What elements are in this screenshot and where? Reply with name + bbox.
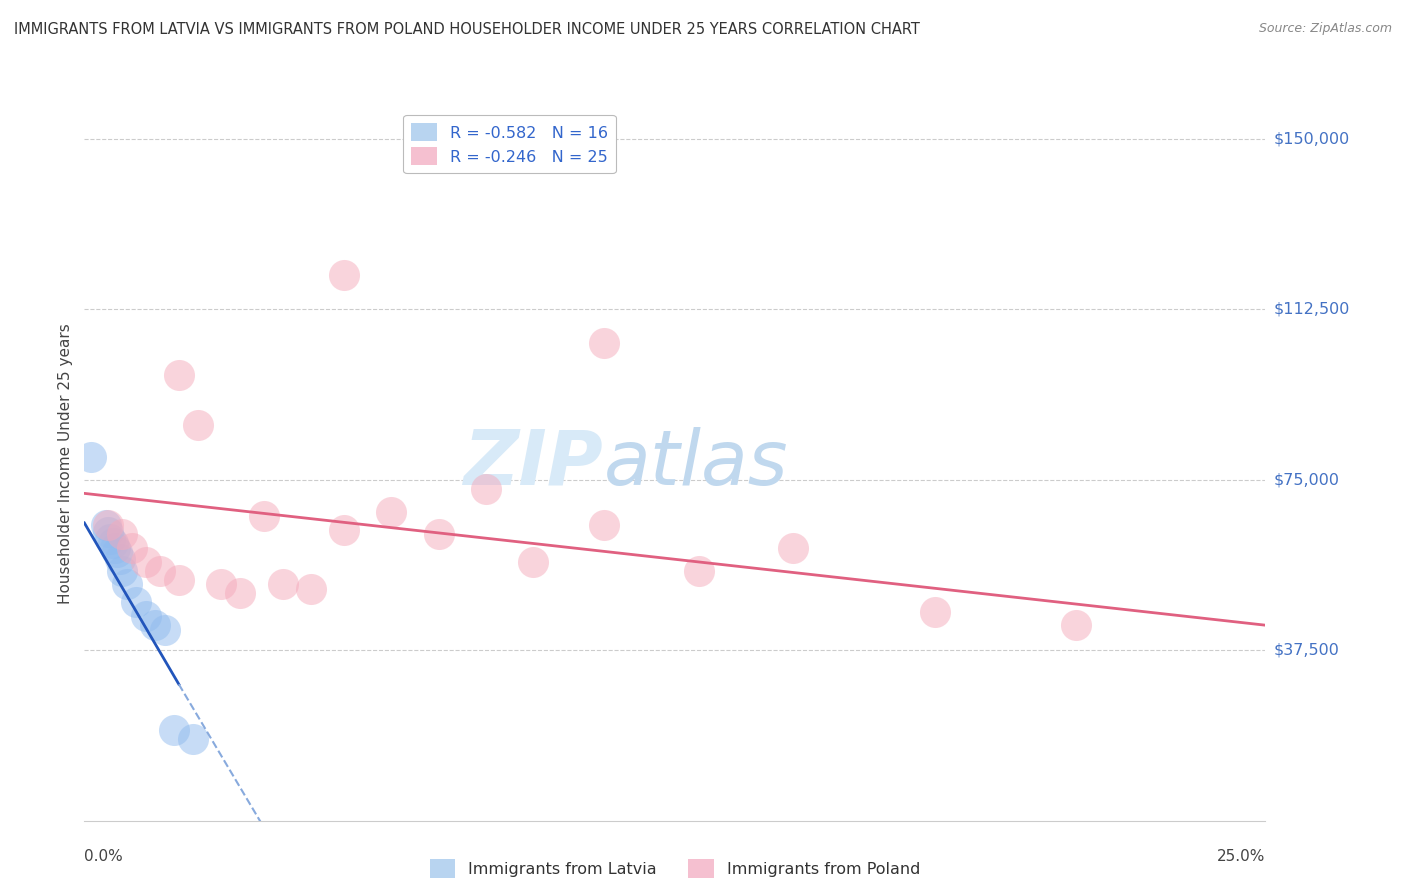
Point bbox=[135, 555, 157, 569]
Point bbox=[149, 564, 172, 578]
Point bbox=[299, 582, 322, 596]
Point bbox=[121, 541, 143, 555]
Legend: Immigrants from Latvia, Immigrants from Poland: Immigrants from Latvia, Immigrants from … bbox=[423, 853, 927, 884]
Point bbox=[125, 595, 148, 609]
Text: 25.0%: 25.0% bbox=[1218, 849, 1265, 864]
Text: $37,500: $37,500 bbox=[1274, 643, 1340, 657]
Point bbox=[115, 577, 138, 591]
Point bbox=[187, 418, 209, 433]
Text: $75,000: $75,000 bbox=[1274, 472, 1340, 487]
Point bbox=[97, 524, 120, 539]
Point bbox=[80, 450, 103, 464]
Text: $112,500: $112,500 bbox=[1274, 301, 1350, 317]
Text: 0.0%: 0.0% bbox=[84, 849, 124, 864]
Point bbox=[271, 577, 294, 591]
Point bbox=[522, 555, 544, 569]
Point bbox=[333, 523, 356, 537]
Point bbox=[181, 731, 204, 746]
Text: $150,000: $150,000 bbox=[1274, 131, 1350, 146]
Point bbox=[101, 536, 124, 550]
Point bbox=[111, 564, 134, 578]
Point bbox=[209, 577, 232, 591]
Point bbox=[167, 573, 190, 587]
Y-axis label: Householder Income Under 25 years: Householder Income Under 25 years bbox=[58, 324, 73, 604]
Point bbox=[380, 505, 402, 519]
Point bbox=[333, 268, 356, 283]
Point bbox=[593, 518, 616, 533]
Point bbox=[229, 586, 252, 600]
Point bbox=[97, 518, 120, 533]
Point bbox=[167, 368, 190, 383]
Point bbox=[111, 527, 134, 541]
Point bbox=[94, 518, 117, 533]
Point bbox=[924, 605, 946, 619]
Text: ZIP: ZIP bbox=[464, 427, 605, 500]
Point bbox=[593, 336, 616, 351]
Text: Source: ZipAtlas.com: Source: ZipAtlas.com bbox=[1258, 22, 1392, 36]
Point bbox=[135, 609, 157, 624]
Point bbox=[107, 545, 129, 559]
Text: atlas: atlas bbox=[605, 427, 789, 500]
Point bbox=[782, 541, 804, 555]
Point bbox=[1066, 618, 1088, 632]
Point bbox=[163, 723, 186, 737]
Point bbox=[98, 532, 121, 546]
Text: IMMIGRANTS FROM LATVIA VS IMMIGRANTS FROM POLAND HOUSEHOLDER INCOME UNDER 25 YEA: IMMIGRANTS FROM LATVIA VS IMMIGRANTS FRO… bbox=[14, 22, 920, 37]
Point bbox=[253, 509, 276, 524]
Point bbox=[104, 541, 127, 555]
Point bbox=[153, 623, 176, 637]
Point bbox=[143, 618, 166, 632]
Point bbox=[108, 552, 131, 566]
Point bbox=[427, 527, 450, 541]
Point bbox=[475, 482, 498, 496]
Point bbox=[688, 564, 710, 578]
